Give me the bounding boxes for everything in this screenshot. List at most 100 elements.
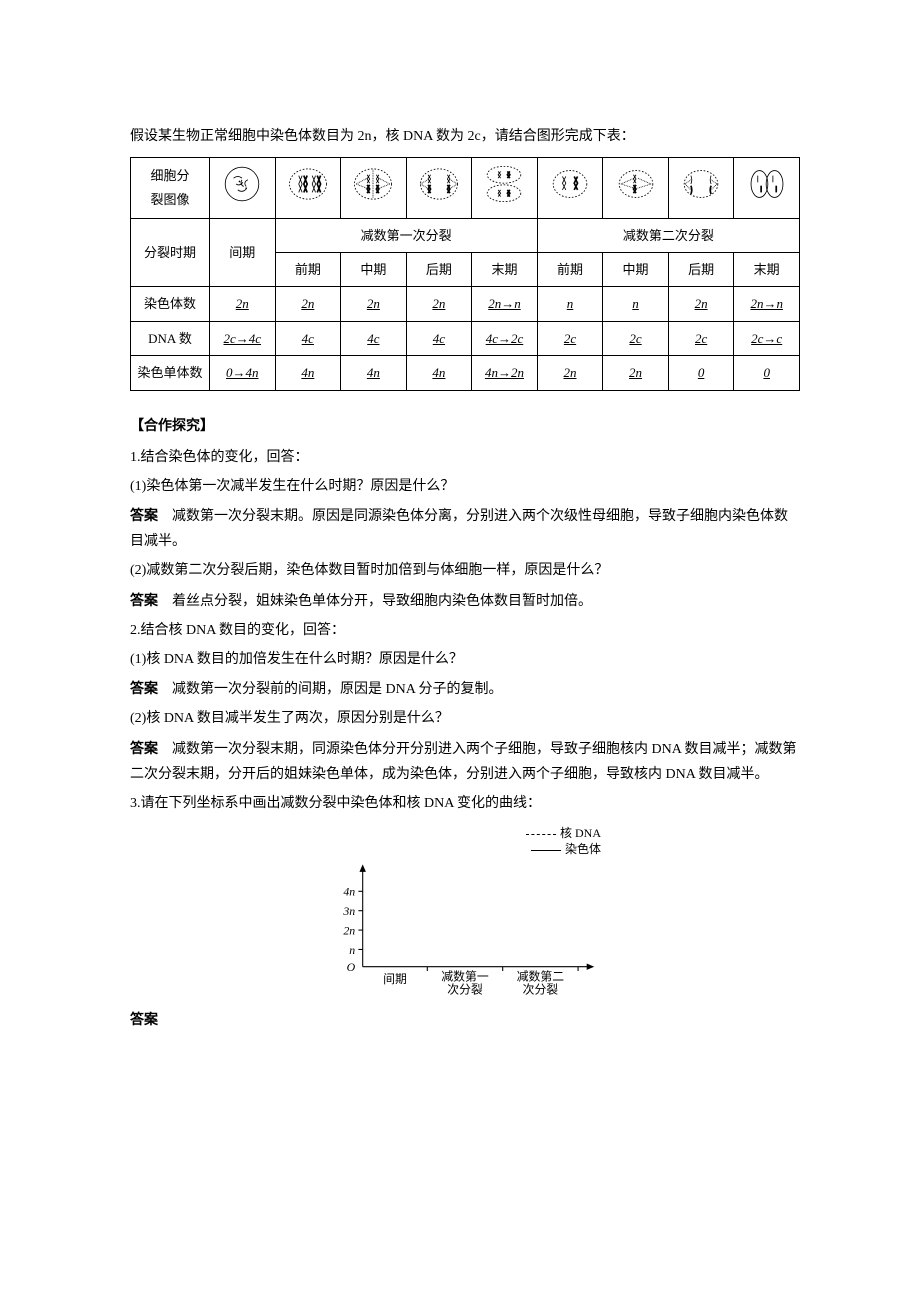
- section-title: 合作探究: [130, 413, 800, 439]
- q2-1: (1)核 DNA 数目的加倍发生在什么时期？原因是什么？: [130, 647, 800, 672]
- page-content: 假设某生物正常细胞中染色体数目为 2n，核 DNA 数为 2c，请结合图形完成下…: [0, 0, 920, 1098]
- meiosis2-label: 减数第二次分裂: [537, 218, 799, 252]
- cell: 0: [668, 356, 734, 390]
- cell: 2c: [603, 321, 669, 355]
- cell: 2n: [406, 287, 472, 321]
- cell: 2n: [210, 287, 276, 321]
- xlabel-1a: 减数第一: [441, 970, 488, 984]
- cell: n: [537, 287, 603, 321]
- row-label-chromatid: 染色单体数: [131, 356, 210, 390]
- cell: 4c: [341, 321, 407, 355]
- table-row-chromatid: 染色单体数 0→4n 4n 4n 4n 4n→2n 2n 2n 0 0: [131, 356, 800, 390]
- cell: 4n: [341, 356, 407, 390]
- cell-image-m2-prophase: [537, 158, 603, 218]
- cell: 0→4n: [210, 356, 276, 390]
- m1-sub-2: 后期: [406, 252, 472, 286]
- cell: 4c: [275, 321, 341, 355]
- meiosis1-label: 减数第一次分裂: [275, 218, 537, 252]
- xlabel-1b: 次分裂: [447, 983, 483, 997]
- cell: 2n: [603, 356, 669, 390]
- a1-1-text: 减数第一次分裂末期。原因是同源染色体分离，分别进入两个次级性母细胞，导致子细胞内…: [130, 509, 788, 549]
- answer-label: 答案: [130, 592, 158, 608]
- cell: 2c→4c: [210, 321, 276, 355]
- chart-legend: 核 DNA 染色体: [325, 826, 605, 857]
- m2-sub-2: 后期: [668, 252, 734, 286]
- cell: 4n→2n: [472, 356, 538, 390]
- ytick-n: n: [349, 943, 355, 957]
- a1-2: 答案 着丝点分裂，姐妹染色单体分开，导致细胞内染色体数目暂时加倍。: [130, 588, 800, 614]
- table-row-images: 细胞分 裂图像: [131, 158, 800, 218]
- intro-text: 假设某生物正常细胞中染色体数目为 2n，核 DNA 数为 2c，请结合图形完成下…: [130, 124, 800, 149]
- legend-dna: 核 DNA: [560, 826, 601, 840]
- cell: 4n: [275, 356, 341, 390]
- table-row-stage-header: 分裂时期 间期 减数第一次分裂 减数第二次分裂: [131, 218, 800, 252]
- final-answer-label: 答案: [130, 1007, 800, 1033]
- cell: 2n: [341, 287, 407, 321]
- answer-label: 答案: [130, 507, 158, 523]
- m1-sub-1: 中期: [341, 252, 407, 286]
- xlabel-2b: 次分裂: [523, 983, 559, 997]
- origin: O: [347, 960, 356, 974]
- chart-svg: 4n 3n 2n n O 间期 减数第一 次分裂 减数第二 次分裂: [325, 859, 605, 999]
- a2-1: 答案 减数第一次分裂前的间期，原因是 DNA 分子的复制。: [130, 676, 800, 702]
- cell-image-m2-telophase: [734, 158, 800, 218]
- table-row-dna: DNA 数 2c→4c 4c 4c 4c 4c→2c 2c 2c 2c 2c→c: [131, 321, 800, 355]
- xlabel-2a: 减数第二: [517, 970, 564, 984]
- cell: 2n: [668, 287, 734, 321]
- m2-sub-0: 前期: [537, 252, 603, 286]
- a1-2-text: 着丝点分裂，姐妹染色单体分开，导致细胞内染色体数目暂时加倍。: [172, 594, 592, 609]
- ytick-4n: 4n: [343, 885, 355, 899]
- meiosis-table: 细胞分 裂图像: [130, 157, 800, 390]
- cell-image-m2-metaphase: [603, 158, 669, 218]
- m1-telophase-icon: [483, 163, 525, 205]
- m1-sub-3: 末期: [472, 252, 538, 286]
- cell-image-interphase: [210, 158, 276, 218]
- m2-anaphase-icon: [680, 163, 722, 205]
- row-label-chrom: 染色体数: [131, 287, 210, 321]
- cell: 2c: [668, 321, 734, 355]
- m2-prophase-icon: [549, 163, 591, 205]
- solid-line-icon: [531, 850, 561, 851]
- cell: 4c: [406, 321, 472, 355]
- cell: 2n→n: [472, 287, 538, 321]
- answer-label: 答案: [130, 740, 158, 756]
- answer-label: 答案: [130, 680, 158, 696]
- q1-intro: 1.结合染色体的变化，回答：: [130, 445, 800, 470]
- m2-metaphase-icon: [615, 163, 657, 205]
- section-title-text: 合作探究: [130, 417, 214, 433]
- m2-sub-1: 中期: [603, 252, 669, 286]
- m2-sub-3: 末期: [734, 252, 800, 286]
- cell: 4c→2c: [472, 321, 538, 355]
- cell: 4n: [406, 356, 472, 390]
- answer-label: 答案: [130, 1011, 158, 1027]
- chart-container: 核 DNA 染色体 4n 3n 2n n O 间期: [325, 826, 605, 999]
- row-label-dna: DNA 数: [131, 321, 210, 355]
- cell: 2n: [275, 287, 341, 321]
- interphase-label: 间期: [210, 218, 276, 287]
- q1-2: (2)减数第二次分裂后期，染色体数目暂时加倍到与体细胞一样，原因是什么？: [130, 558, 800, 583]
- interphase-icon: [221, 163, 263, 205]
- a2-2: 答案 减数第一次分裂末期，同源染色体分开分别进入两个子细胞，导致子细胞核内 DN…: [130, 736, 800, 787]
- cell-image-m1-prophase: [275, 158, 341, 218]
- m1-anaphase-icon: [418, 163, 460, 205]
- q1-1: (1)染色体第一次减半发生在什么时期？原因是什么？: [130, 474, 800, 499]
- cell-image-m1-metaphase: [341, 158, 407, 218]
- cell: 2n→n: [734, 287, 800, 321]
- m1-metaphase-icon: [352, 163, 394, 205]
- q2-intro: 2.结合核 DNA 数目的变化，回答：: [130, 618, 800, 643]
- m1-prophase-icon: [287, 163, 329, 205]
- cell: 2c→c: [734, 321, 800, 355]
- cell: 2c: [537, 321, 603, 355]
- ytick-2n: 2n: [343, 924, 355, 938]
- m2-telophase-icon: [746, 163, 788, 205]
- q3: 3.请在下列坐标系中画出减数分裂中染色体和核 DNA 变化的曲线：: [130, 791, 800, 816]
- legend-chrom: 染色体: [565, 842, 601, 856]
- ytick-3n: 3n: [342, 904, 355, 918]
- xlabel-0: 间期: [383, 972, 407, 986]
- row-image-label: 细胞分 裂图像: [131, 158, 210, 218]
- cell: 2n: [537, 356, 603, 390]
- m1-sub-0: 前期: [275, 252, 341, 286]
- cell-image-m1-telophase: [472, 158, 538, 218]
- cell-image-m2-anaphase: [668, 158, 734, 218]
- a2-1-text: 减数第一次分裂前的间期，原因是 DNA 分子的复制。: [172, 682, 503, 697]
